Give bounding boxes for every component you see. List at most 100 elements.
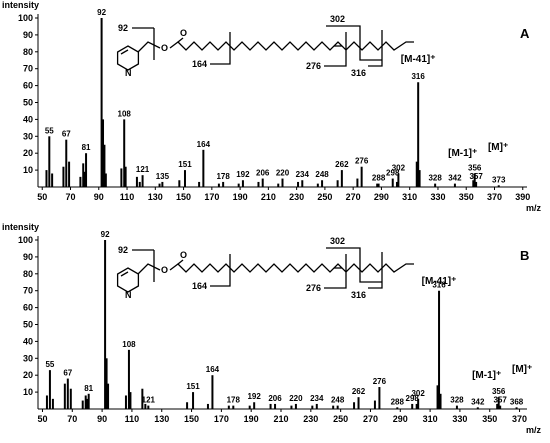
y-tick-label: 60: [23, 81, 33, 91]
x-tick-label: 330: [430, 192, 445, 202]
cleavage-label: 276: [306, 283, 321, 293]
peak-label: 316: [432, 281, 446, 290]
x-tick-label: 130: [154, 414, 169, 424]
ring-double: [120, 49, 129, 55]
peak-label: 67: [63, 369, 72, 378]
peak-label: 164: [197, 140, 211, 149]
atom-label: O: [180, 250, 187, 260]
ion-label: [M-41]⁺: [401, 54, 436, 65]
x-tick-label: 250: [333, 414, 348, 424]
peak-label: 302: [392, 163, 406, 172]
x-tick-label: 350: [459, 192, 474, 202]
x-tick-label: 370: [487, 192, 502, 202]
y-axis-label: intensity: [2, 222, 39, 232]
carbonyl: [177, 37, 184, 43]
x-tick-label: 50: [37, 192, 47, 202]
y-tick-label: 10: [23, 387, 33, 397]
y-tick-label: 90: [23, 252, 33, 262]
atom-label: O: [180, 28, 187, 38]
ion-label: [M-1]⁺: [448, 148, 477, 159]
x-tick-label: 110: [120, 192, 135, 202]
y-tick-label: 20: [23, 370, 33, 380]
peak-label: 55: [45, 126, 54, 135]
atom-label: N: [125, 68, 132, 78]
x-tick-label: 310: [402, 192, 417, 202]
y-tick-label: 30: [23, 131, 33, 141]
x-tick-label: 290: [374, 192, 389, 202]
y-tick-label: 100: [18, 13, 33, 23]
x-axis-label: m/z: [526, 203, 542, 213]
peak-label: 328: [450, 396, 464, 405]
peak-label: 356: [492, 387, 506, 396]
cleavage-label: 164: [192, 281, 207, 291]
x-tick-label: 90: [94, 192, 104, 202]
atom-label: O: [161, 265, 168, 275]
x-tick-label: 250: [317, 192, 332, 202]
peak-label: 288: [372, 174, 386, 183]
cleavage-label: 302: [330, 14, 345, 24]
structure: N O O 92 164 302 276 316: [116, 14, 414, 78]
x-tick-label: 70: [67, 414, 77, 424]
x-tick-label: 330: [452, 414, 467, 424]
peak-label: 108: [122, 340, 136, 349]
peak-label: 356: [468, 163, 482, 172]
x-tick-label: 390: [515, 192, 530, 202]
y-tick-label: 10: [23, 165, 33, 175]
structure: N O O 92 164 302 276 316: [116, 236, 414, 300]
x-tick-label: 270: [363, 414, 378, 424]
y-tick-label: 70: [23, 64, 33, 74]
x-tick-label: 230: [289, 192, 304, 202]
peak-label: 178: [216, 172, 230, 181]
cleavage: [210, 32, 231, 65]
peak-label: 92: [101, 230, 110, 239]
y-tick-label: 40: [23, 114, 33, 124]
x-tick-label: 350: [482, 414, 497, 424]
peak-label: 121: [136, 165, 150, 174]
ion-label: [M]⁺: [512, 364, 532, 375]
bond: [137, 41, 161, 53]
peak-label: 67: [62, 130, 71, 139]
x-tick-label: 370: [512, 414, 527, 424]
peak-label: 206: [256, 169, 270, 178]
ion-label: [M-1]⁺: [472, 370, 501, 381]
peak-label: 151: [186, 382, 200, 391]
ring: [116, 45, 140, 71]
peak-label: 234: [310, 394, 324, 403]
cleavage: [326, 247, 382, 283]
peak-label: 81: [84, 384, 93, 393]
peak-label: 108: [118, 109, 132, 118]
ion-label: [M]⁺: [488, 142, 508, 153]
peak-label: 298: [386, 169, 400, 178]
peak-label: 206: [268, 394, 282, 403]
bond: [137, 263, 161, 275]
peak-label: 121: [142, 396, 156, 405]
x-tick-label: 210: [273, 414, 288, 424]
x-tick-label: 190: [233, 192, 248, 202]
y-tick-label: 30: [23, 353, 33, 363]
cleavage-label: 276: [306, 61, 321, 71]
peak-label: 151: [178, 160, 192, 169]
x-tick-label: 230: [303, 414, 318, 424]
peak-label: 234: [296, 170, 310, 179]
cleavage-label: 92: [118, 245, 128, 255]
carbonyl: [177, 259, 184, 265]
cleavage-label: 316: [351, 68, 366, 78]
cleavage-label: 164: [192, 59, 207, 69]
cleavage: [324, 254, 347, 289]
peak-label: 178: [227, 396, 241, 405]
chain: [169, 41, 414, 51]
peak-label: 276: [355, 157, 369, 166]
cleavage-label: 302: [330, 236, 345, 246]
peak-label: 55: [45, 360, 54, 369]
ring: [116, 267, 140, 293]
peak-label: 192: [247, 392, 261, 401]
x-tick-label: 270: [346, 192, 361, 202]
peak-label: 298: [406, 394, 420, 403]
peak-label: 220: [276, 169, 290, 178]
y-tick-label: 80: [23, 269, 33, 279]
ion-label: [M-41]⁺: [422, 276, 457, 287]
x-tick-label: 290: [393, 414, 408, 424]
peak-label: 262: [335, 160, 349, 169]
peak-label: 342: [471, 397, 485, 406]
